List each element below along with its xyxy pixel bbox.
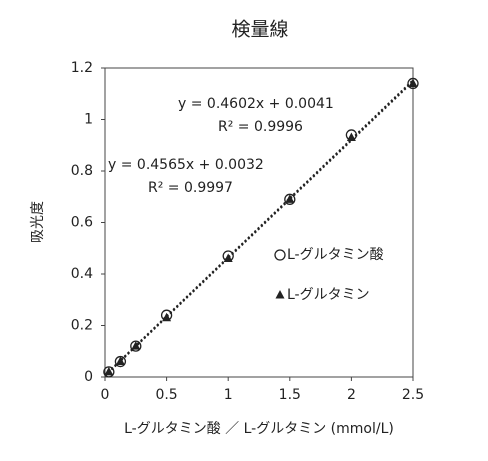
legend-label: L-グルタミン [287, 287, 370, 303]
annotation: y = 0.4565x + 0.0032 [108, 157, 264, 173]
data-point [115, 356, 125, 366]
annotation: R² = 0.9997 [148, 180, 233, 196]
data-point [346, 132, 356, 142]
data-point [285, 194, 295, 203]
x-axis-label: L-グルタミン酸 ／ L-グルタミン (mmol/L) [124, 421, 394, 437]
x-tick-label: 0 [101, 387, 110, 403]
x-tick-label: 2 [347, 387, 356, 403]
x-tick-label: 1 [224, 387, 233, 403]
trendline [104, 79, 414, 376]
legend-marker [275, 290, 285, 299]
y-axis-label: 吸光度 [30, 201, 46, 243]
annotation: R² = 0.9996 [218, 119, 303, 135]
data-point [223, 253, 233, 263]
data-point [162, 312, 172, 322]
legend-marker [274, 249, 286, 261]
x-tick-label: 2.5 [402, 387, 424, 403]
chart-title: 検量線 [231, 19, 288, 41]
y-tick-label: 0.4 [71, 266, 93, 282]
data-point [104, 366, 114, 376]
x-tick-label: 0.5 [155, 387, 177, 403]
data-point [131, 341, 141, 350]
legend-label: L-グルタミン酸 [287, 247, 384, 263]
data-point [408, 78, 418, 87]
y-tick-label: 0.6 [71, 215, 93, 231]
y-tick-label: 0.2 [71, 318, 93, 334]
y-tick-label: 0.8 [71, 163, 93, 179]
y-tick-label: 1.2 [71, 60, 93, 76]
y-tick-label: 0 [84, 369, 93, 385]
y-tick-label: 1 [84, 112, 93, 128]
x-tick-label: 1.5 [279, 387, 301, 403]
annotation: y = 0.4602x + 0.0041 [178, 96, 334, 112]
trendline [104, 80, 414, 377]
